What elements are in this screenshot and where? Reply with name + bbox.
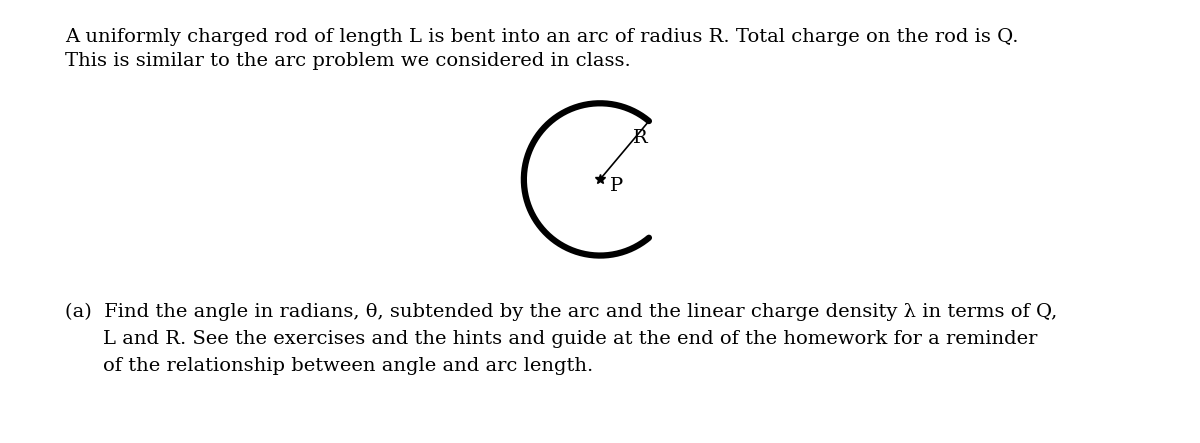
Text: P: P	[610, 176, 623, 194]
Text: of the relationship between angle and arc length.: of the relationship between angle and ar…	[103, 357, 593, 375]
Text: R: R	[634, 129, 648, 148]
Text: This is similar to the arc problem we considered in class.: This is similar to the arc problem we co…	[65, 52, 631, 70]
Text: (a)  Find the angle in radians, θ, subtended by the arc and the linear charge de: (a) Find the angle in radians, θ, subten…	[65, 303, 1057, 321]
Text: A uniformly charged rod of length L is bent into an arc of radius R. Total charg: A uniformly charged rod of length L is b…	[65, 28, 1019, 46]
Text: L and R. See the exercises and the hints and guide at the end of the homework fo: L and R. See the exercises and the hints…	[103, 330, 1037, 348]
